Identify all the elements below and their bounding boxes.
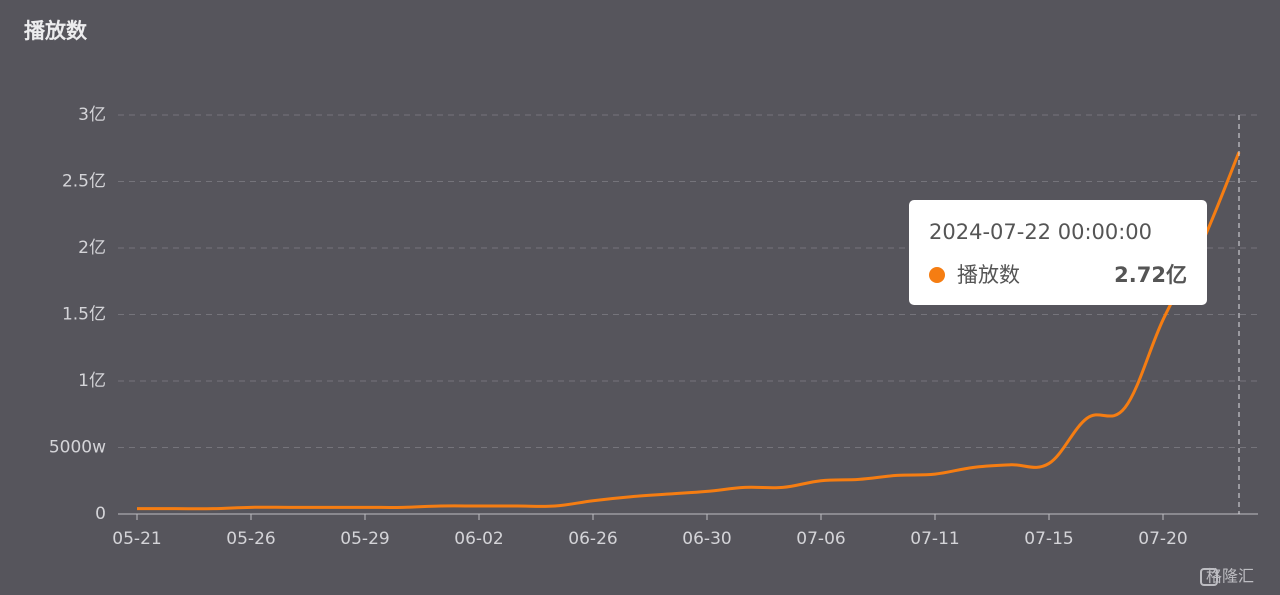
y-tick-label: 1.5亿	[62, 305, 106, 325]
tooltip: 2024-07-22 00:00:00 播放数 2.72亿	[909, 200, 1207, 305]
x-tick-label: 07-06	[796, 529, 845, 549]
x-tick-label: 05-26	[226, 529, 275, 549]
tooltip-box	[909, 200, 1207, 305]
chart-title: 播放数	[24, 19, 88, 43]
x-tick-label: 06-30	[682, 529, 731, 549]
x-tick-label: 07-15	[1024, 529, 1073, 549]
y-tick-label: 5000w	[49, 438, 106, 458]
tooltip-title: 2024-07-22 00:00:00	[929, 220, 1152, 244]
x-tick-label: 07-20	[1138, 529, 1187, 549]
tooltip-value: 2.72亿	[1114, 263, 1187, 287]
y-tick-label: 1亿	[78, 371, 106, 391]
x-tick-label: 06-26	[568, 529, 617, 549]
tooltip-series-name: 播放数	[957, 263, 1020, 287]
y-tick-label: 2.5亿	[62, 172, 106, 192]
x-tick-label: 05-21	[112, 529, 161, 549]
x-tick-label: 05-29	[340, 529, 389, 549]
y-tick-label: 0	[95, 504, 106, 524]
tooltip-dot	[929, 267, 945, 283]
y-tick-label: 3亿	[78, 105, 106, 125]
line	[137, 151, 1241, 511]
x-tick-label: 07-11	[910, 529, 959, 549]
y-tick-label: 2亿	[78, 238, 106, 258]
x-tick-label: 06-02	[454, 529, 503, 549]
watermark-logo	[1200, 568, 1218, 586]
